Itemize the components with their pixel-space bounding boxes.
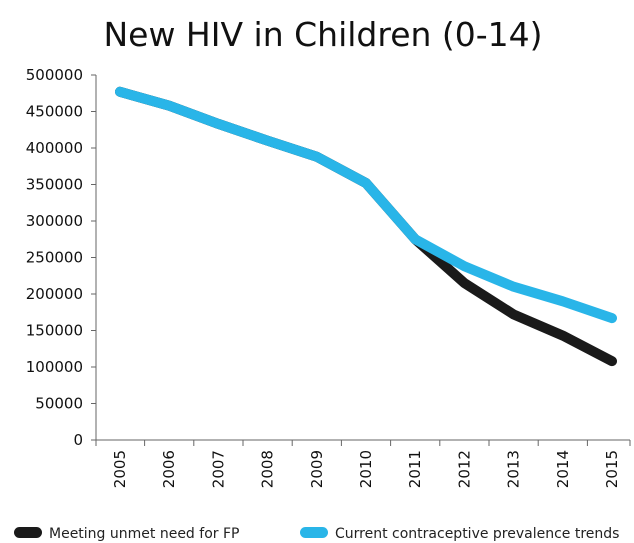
y-tick-label: 350000 bbox=[26, 176, 83, 194]
y-tick-label: 150000 bbox=[26, 322, 83, 340]
y-tick-label: 50000 bbox=[35, 395, 83, 413]
y-tick-label: 100000 bbox=[26, 358, 83, 376]
x-tick-label: 2005 bbox=[111, 450, 129, 488]
series-line-0 bbox=[115, 86, 617, 367]
y-tick-label: 500000 bbox=[26, 66, 83, 84]
x-tick-label: 2015 bbox=[603, 450, 621, 488]
legend-label-unmet-need: Meeting unmet need for FP bbox=[49, 526, 239, 542]
x-tick-label: 2007 bbox=[209, 450, 227, 488]
legend-item-unmet-need: Meeting unmet need for FP bbox=[14, 526, 239, 542]
x-axis: 2005 2006 2007 2008 2009 2010 2011 2012 2013 2014… bbox=[95, 439, 631, 488]
y-tick-label: 450000 bbox=[26, 103, 83, 121]
legend-swatch-unmet-need bbox=[14, 527, 42, 538]
y-tick-label: 300000 bbox=[26, 212, 83, 230]
x-tick-label: 2012 bbox=[455, 450, 473, 488]
legend-swatch-current-trends bbox=[300, 527, 328, 538]
x-tick-label: 2006 bbox=[160, 450, 178, 488]
y-tick-label: 0 bbox=[73, 431, 83, 449]
x-tick-label: 2008 bbox=[259, 450, 277, 488]
series-line-1 bbox=[115, 86, 617, 324]
series-lines bbox=[115, 86, 617, 367]
chart-title: New HIV in Children (0-14) bbox=[103, 15, 542, 54]
x-tick-label: 2010 bbox=[357, 450, 375, 488]
x-tick-label: 2013 bbox=[505, 450, 523, 488]
legend-item-current-trends: Current contraceptive prevalence trends bbox=[300, 526, 619, 542]
y-tick-label: 250000 bbox=[26, 249, 83, 267]
x-tick-label: 2009 bbox=[308, 450, 326, 488]
y-tick-label: 400000 bbox=[26, 139, 83, 157]
y-tick-label: 200000 bbox=[26, 285, 83, 303]
y-axis: 0 50000 100000 150000 200000 250000 300000 3500… bbox=[26, 66, 97, 449]
legend-label-current-trends: Current contraceptive prevalence trends bbox=[335, 526, 619, 542]
x-tick-label: 2011 bbox=[406, 450, 424, 488]
x-tick-label: 2014 bbox=[554, 450, 572, 488]
legend: Meeting unmet need for FP Current contra… bbox=[14, 526, 619, 542]
